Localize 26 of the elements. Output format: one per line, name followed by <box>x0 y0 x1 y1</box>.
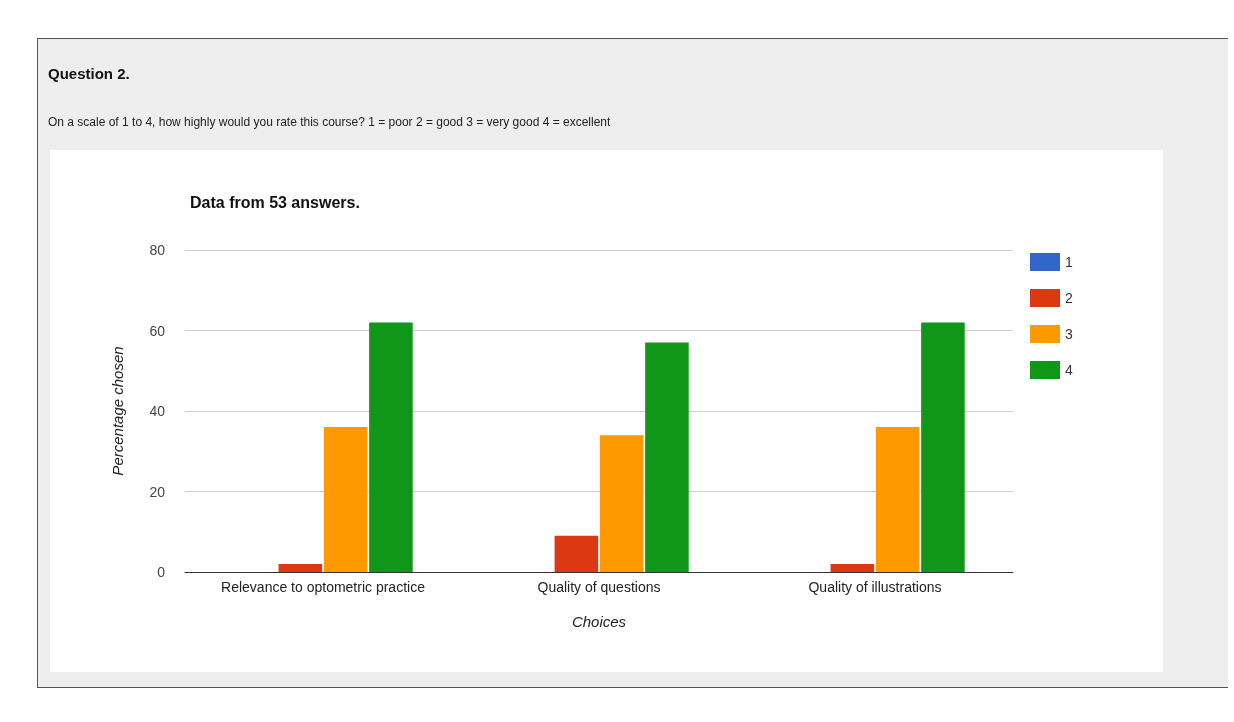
y-tick-label: 80 <box>149 242 166 258</box>
y-tick-label: 60 <box>149 322 166 339</box>
bar <box>645 342 689 572</box>
bar <box>369 322 413 572</box>
legend-label: 2 <box>1065 290 1073 306</box>
bar <box>599 435 644 572</box>
chart-title: Question 2. <box>48 65 130 82</box>
y-tick-label: 0 <box>157 564 166 580</box>
bar <box>830 563 875 572</box>
bar <box>554 535 599 572</box>
y-axis-title: Percentage chosen <box>109 346 126 476</box>
text: Data from 53 answers. <box>190 193 360 211</box>
legend-label: 3 <box>1065 326 1073 342</box>
y-tick-label: 40 <box>149 403 166 419</box>
bar <box>921 322 965 572</box>
x-tick-label: Quality of illustrations <box>808 579 942 595</box>
legend-label: 1 <box>1065 254 1073 270</box>
x-axis-title: Choices <box>571 613 627 630</box>
chart-subtitle: On a scale of 1 to 4, how highly would you rate this course? 1 = poor 2 = good 3 = very good 4 = excellent <box>48 115 611 129</box>
bar <box>278 563 323 572</box>
bar <box>875 427 920 572</box>
y-tick-label: 20 <box>149 483 166 500</box>
x-tick-label: Quality of questions <box>537 579 661 595</box>
legend-label: 4 <box>1065 362 1073 378</box>
bar <box>323 427 368 572</box>
x-tick-label: Relevance to optometric practice <box>221 579 426 595</box>
